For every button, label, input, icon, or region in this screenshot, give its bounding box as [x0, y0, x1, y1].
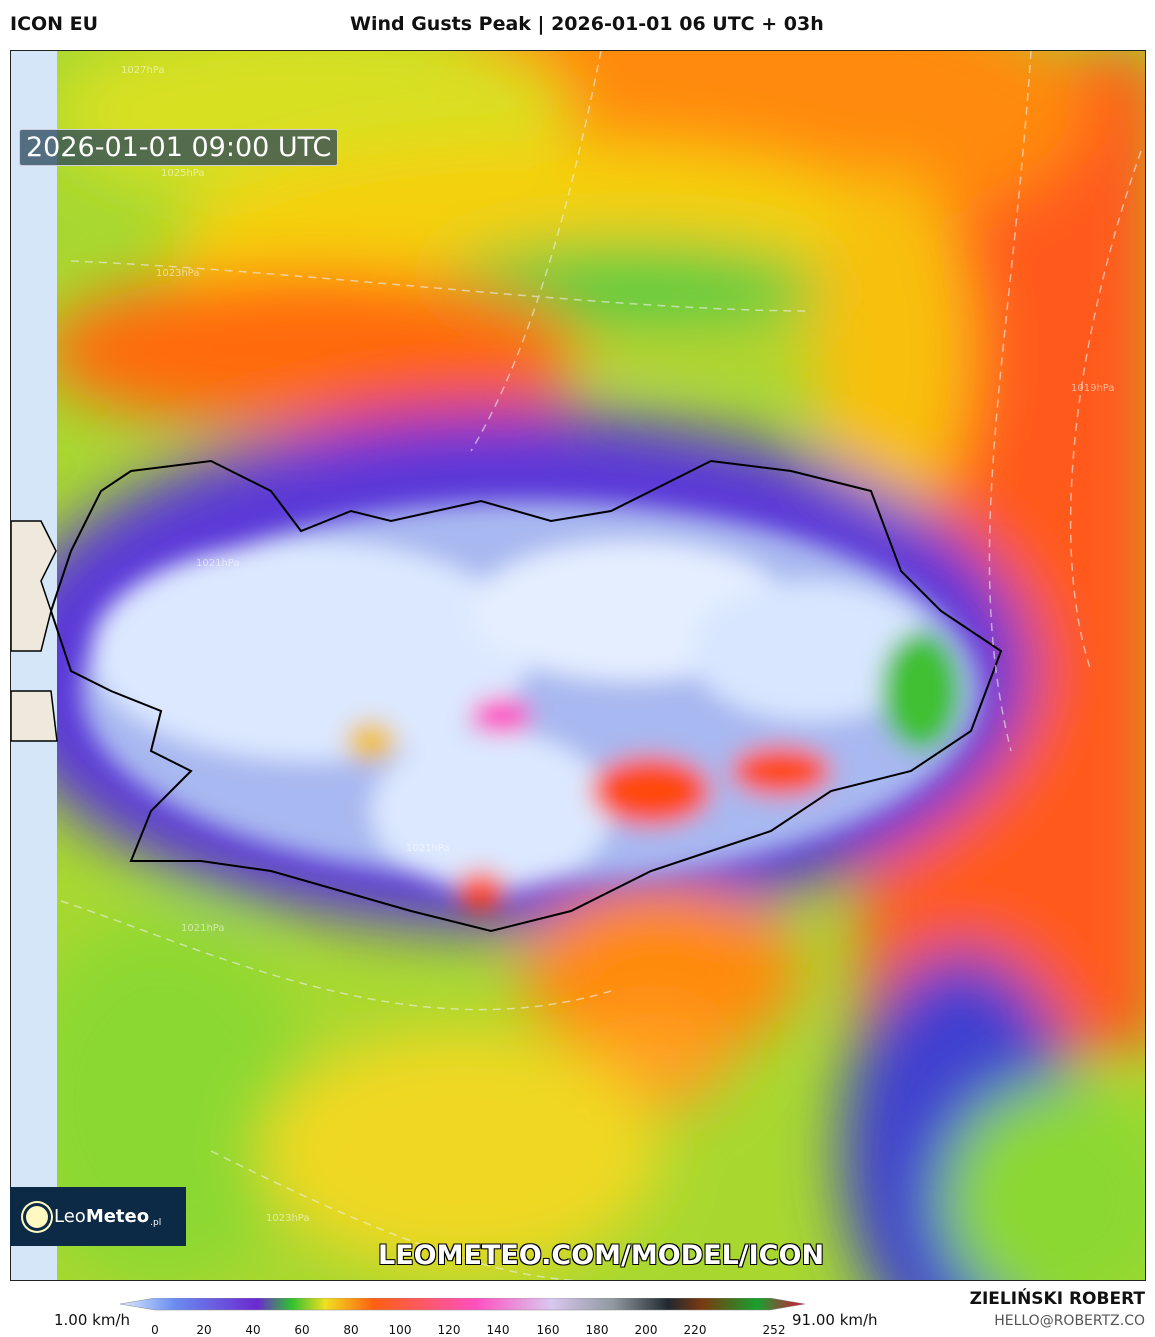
logo-suffix: .pl [150, 1218, 162, 1228]
colorbar-tick: 100 [388, 1323, 412, 1337]
colorbar [120, 1298, 806, 1311]
wind-field: 1027hPa 1025hPa 1023hPa 1021hPa 1021hPa … [11, 51, 1145, 1280]
isobar-label: 1021hPa [181, 923, 225, 934]
isobar-label: 1021hPa [406, 843, 450, 854]
source-url[interactable]: LEOMETEO.COM/MODEL/ICON [378, 1240, 825, 1271]
leometeo-logo[interactable]: Leo Meteo .pl [10, 1187, 186, 1246]
author-email[interactable]: HELLO@ROBERTZ.CO [994, 1313, 1145, 1329]
colorbar-tick: 200 [634, 1323, 658, 1337]
colorbar-tick: 220 [683, 1323, 707, 1337]
colorbar-tick: 160 [536, 1323, 560, 1337]
colorbar-tick: 140 [486, 1323, 510, 1337]
isobar-label: 1023hPa [156, 268, 200, 279]
colorbar-tick: 60 [294, 1323, 310, 1337]
isobar-label: 1025hPa [161, 168, 205, 179]
colorbar-tick: 120 [437, 1323, 461, 1337]
wind-gust-map[interactable]: 1027hPa 1025hPa 1023hPa 1021hPa 1021hPa … [10, 50, 1146, 1281]
logo-text: Leo [54, 1206, 86, 1227]
model-name: ICON EU [10, 13, 99, 35]
isobar-label: 1021hPa [196, 558, 240, 569]
isobar-label: 1019hPa [1071, 383, 1115, 394]
colorbar-tick: 80 [343, 1323, 359, 1337]
logo-text-bold: Meteo [85, 1206, 150, 1227]
greenland-coast [11, 520, 58, 742]
colorbar-tick: 0 [151, 1323, 159, 1337]
colorbar-tick: 180 [585, 1323, 609, 1337]
author-name: ZIELIŃSKI ROBERT [969, 1289, 1145, 1309]
isobar-label: 1027hPa [121, 65, 165, 76]
coastline [49, 459, 1003, 933]
colorbar-min-label: 1.00 km/h [54, 1311, 131, 1329]
colorbar-tick: 252 [762, 1323, 786, 1337]
isobar-label: 1023hPa [266, 1213, 310, 1224]
chart-title: Wind Gusts Peak | 2026-01-01 06 UTC + 03… [350, 13, 824, 35]
sun-icon [26, 1205, 48, 1228]
colorbar-tick: 40 [245, 1323, 261, 1337]
valid-time-label: 2026-01-01 09:00 UTC [19, 129, 339, 166]
colorbar-tick: 20 [196, 1323, 212, 1337]
colorbar-max-label: 91.00 km/h [792, 1311, 878, 1329]
